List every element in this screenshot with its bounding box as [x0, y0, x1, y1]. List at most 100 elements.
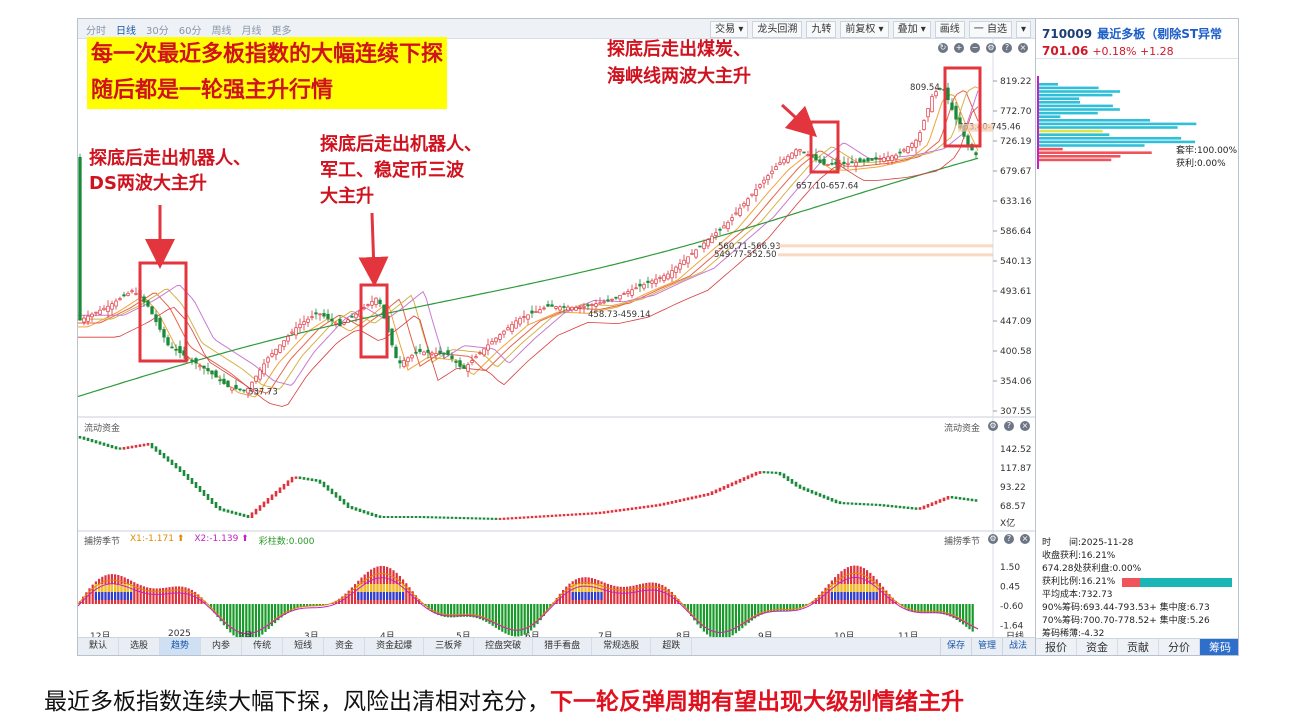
season-color-bar	[830, 584, 833, 592]
period-tab-3[interactable]: 60分	[178, 26, 202, 37]
indicator-tab-8[interactable]: 三板斧	[424, 638, 475, 655]
note-3-line-2: 海峡线两波大主升	[607, 66, 751, 87]
help-icon[interactable]: ?	[1004, 534, 1014, 544]
indicator-tab-9[interactable]: 控盘突破	[474, 638, 534, 655]
candle	[662, 272, 666, 284]
chip-distribution	[1037, 76, 1197, 169]
indicator-tabs: 默认 选股 趋势 内参 传统 短线 资金 资金起爆 三板斧 控盘突破 猎手看盘 常规选股 超跌	[78, 637, 1035, 655]
flow-bar	[806, 488, 810, 492]
sidebar-tab-0[interactable]: 报价	[1036, 639, 1077, 655]
season-bar	[136, 583, 139, 604]
candle	[462, 363, 466, 370]
season-color-bar	[587, 584, 590, 592]
candle	[602, 299, 606, 305]
indicator-tab-6[interactable]: 资金	[324, 638, 366, 655]
bottom-button-1[interactable]: 管理	[970, 638, 1002, 655]
indicator-tab-2[interactable]: 趋势	[160, 638, 202, 655]
flow-bar	[82, 436, 86, 440]
candle	[614, 296, 618, 300]
plus-icon[interactable]: +	[954, 43, 964, 53]
candle-body	[474, 356, 478, 359]
season-color-bar	[126, 592, 129, 600]
season-color-bar	[363, 592, 366, 600]
close-icon[interactable]: ×	[1018, 43, 1028, 53]
candle	[226, 379, 230, 388]
candle	[234, 379, 238, 390]
close-icon[interactable]: ×	[1020, 534, 1030, 544]
sidebar-tab-4[interactable]: 筹码	[1200, 639, 1238, 655]
season-color-bar	[869, 592, 872, 600]
season-color-bar	[587, 592, 590, 600]
toolbar-button-7[interactable]: ▾	[1015, 21, 1031, 38]
bottom-button-0[interactable]: 保存	[939, 638, 971, 655]
chip-bar	[1038, 158, 1112, 162]
toolbar-button-6[interactable]: 一 自选	[968, 21, 1012, 38]
indicator-tab-1[interactable]: 选股	[119, 638, 161, 655]
flow-bar	[106, 443, 110, 447]
season-color-bar	[571, 592, 574, 600]
flow-bar	[110, 445, 114, 449]
toolbar-button-5[interactable]: 画线	[934, 21, 965, 38]
flow-bar	[770, 471, 774, 474]
candle	[938, 87, 942, 91]
price-chart[interactable]: 819.22 772.70 726.19 679.67 633.16 586.64 540.…	[78, 39, 1035, 637]
minus-icon[interactable]: −	[970, 43, 980, 53]
sidebar-tab-2[interactable]: 贡献	[1118, 639, 1159, 655]
settings-icon[interactable]: ⚙	[988, 534, 998, 544]
index-name: 最近多板（剔除ST异常	[1097, 27, 1223, 41]
help-icon[interactable]: ?	[1004, 421, 1014, 431]
settings-icon[interactable]: ⚙	[988, 421, 998, 431]
refresh-icon[interactable]: ↻	[938, 43, 948, 53]
sidebar-tab-3[interactable]: 分价	[1159, 639, 1200, 655]
toolbar-button-3[interactable]: 前复权 ▾	[840, 21, 889, 38]
season-bar	[632, 585, 635, 604]
season-color-bar	[853, 592, 856, 600]
indicator-tab-11[interactable]: 常规选股	[592, 638, 652, 655]
candle	[878, 155, 882, 164]
price-label-range_low3: 458.73-459.14	[588, 310, 651, 320]
help-icon[interactable]: ?	[1002, 43, 1012, 53]
period-tab-6[interactable]: 更多	[271, 26, 292, 37]
toolbar-button-1[interactable]: 龙头回溯	[752, 21, 803, 38]
candle	[122, 291, 126, 298]
note-1-line-1: 探底后走出机器人、	[89, 148, 251, 169]
season-bar	[901, 604, 904, 607]
toolbar-button-0[interactable]: 交易 ▾	[710, 21, 749, 38]
settings-icon[interactable]: ⚙	[986, 43, 996, 53]
indicator-tab-7[interactable]: 资金起爆	[365, 638, 425, 655]
bottom-button-2[interactable]: 战法	[1001, 638, 1033, 655]
candle	[510, 321, 514, 335]
season-color-bar	[370, 592, 373, 600]
indicator-tab-10[interactable]: 猎手看盘	[533, 638, 593, 655]
flow-bar	[238, 512, 242, 516]
candle	[214, 369, 218, 378]
flow-bar	[602, 511, 606, 514]
toolbar-button-2[interactable]: 九转	[806, 21, 837, 38]
candle-body	[770, 170, 774, 175]
indicator-tab-12[interactable]: 超跌	[651, 638, 693, 655]
season-color-bar	[360, 592, 363, 600]
flow-bar	[610, 510, 614, 513]
toolbar-button-4[interactable]: 叠加 ▾	[892, 21, 931, 38]
candle	[434, 347, 438, 360]
indicator-tab-5[interactable]: 短线	[283, 638, 325, 655]
close-icon[interactable]: ×	[1020, 421, 1030, 431]
period-tab-1[interactable]: 日线	[116, 26, 136, 37]
season-bar	[706, 604, 709, 635]
headline-line-1: 每一次最近多板指数的大幅连续下探	[91, 42, 444, 67]
indicator-tab-4[interactable]: 传统	[242, 638, 284, 655]
candle-body	[838, 163, 842, 166]
season-color-bar	[862, 592, 865, 600]
candle	[886, 151, 890, 165]
indicator-tab-3[interactable]: 内参	[201, 638, 243, 655]
sidebar-tab-1[interactable]: 资金	[1077, 639, 1118, 655]
period-tab-2[interactable]: 30分	[146, 26, 169, 37]
candle-body	[710, 235, 714, 244]
candle	[390, 328, 394, 348]
candle-body	[362, 307, 366, 310]
indicator-tab-0[interactable]: 默认	[78, 638, 120, 655]
period-tab-0[interactable]: 分时	[86, 26, 106, 37]
season-color-bar	[581, 584, 584, 592]
period-tab-5[interactable]: 月线	[241, 26, 262, 37]
period-tab-4[interactable]: 周线	[211, 26, 232, 37]
